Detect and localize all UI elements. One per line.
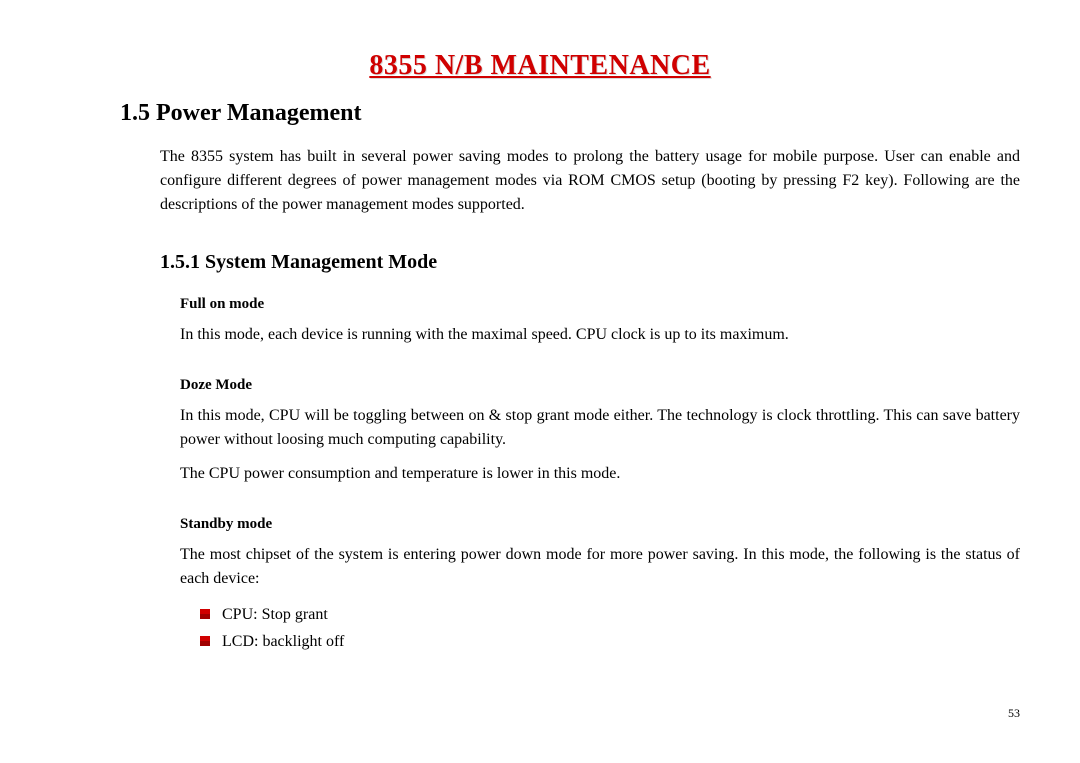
list-item-text: LCD: backlight off [222,633,344,650]
mode-body: In this mode, CPU will be toggling betwe… [180,404,1020,452]
mode-body: The CPU power consumption and temperatur… [180,462,1020,486]
mode-title: Doze Mode [180,377,1020,394]
list-item: LCD: backlight off [200,628,1020,655]
square-bullet-icon [200,636,210,646]
document-title: 8355 N/B MAINTENANCE [60,50,1020,82]
mode-title: Full on mode [180,296,1020,313]
mode-body: In this mode, each device is running wit… [180,323,1020,347]
mode-body: The most chipset of the system is enteri… [180,543,1020,591]
subsection-heading: 1.5.1 System Management Mode [160,251,1020,274]
section-heading: 1.5 Power Management [120,100,1020,127]
section-intro: The 8355 system has built in several pow… [160,145,1020,217]
bullet-list: CPU: Stop grant LCD: backlight off [200,601,1020,655]
mode-title: Standby mode [180,516,1020,533]
document-page: 8355 N/B MAINTENANCE 1.5 Power Managemen… [0,0,1080,763]
page-number: 53 [1008,706,1020,721]
list-item: CPU: Stop grant [200,601,1020,628]
square-bullet-icon [200,609,210,619]
list-item-text: CPU: Stop grant [222,606,328,623]
